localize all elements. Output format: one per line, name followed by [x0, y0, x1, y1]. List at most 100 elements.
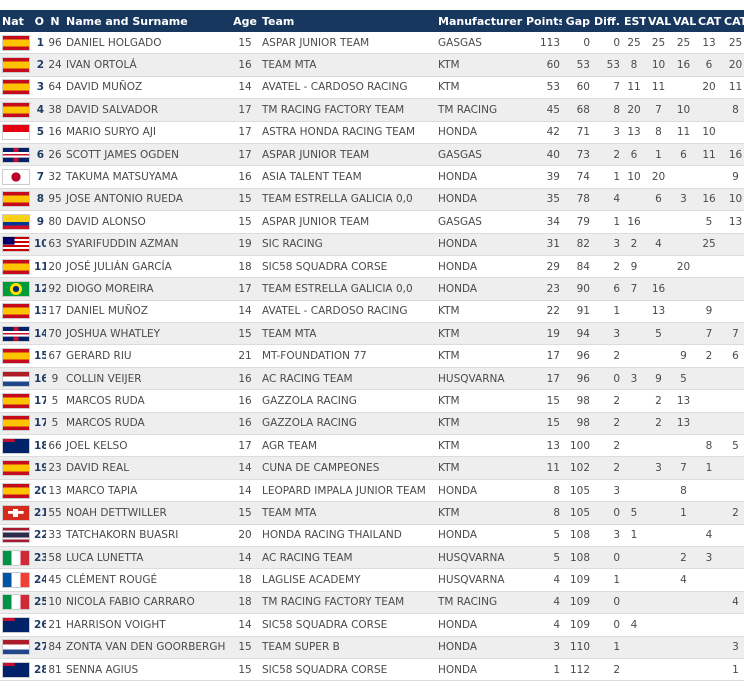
cell: KTM	[436, 389, 524, 413]
column-header: Nat	[0, 10, 32, 32]
cell	[671, 434, 696, 458]
cell: 16	[646, 277, 671, 301]
cell: 0	[592, 32, 622, 55]
cell: 2	[646, 412, 671, 436]
flag	[2, 258, 30, 275]
cell	[646, 636, 671, 659]
cell	[622, 322, 646, 346]
cell: 16	[722, 143, 744, 167]
cell: HONDA	[436, 165, 524, 189]
cell	[671, 658, 696, 682]
cell: 91	[562, 300, 592, 324]
cell: 3	[646, 456, 671, 480]
cell: HONDA	[436, 613, 524, 637]
column-header: Name and Surname	[64, 10, 230, 32]
cell: GAZZOLA RACING	[260, 412, 436, 436]
cell: 6	[722, 344, 744, 368]
cell: NICOLA FABIO CARRARO	[64, 591, 230, 615]
cell: 3	[592, 322, 622, 346]
cell: 109	[562, 568, 592, 592]
cell	[696, 412, 722, 436]
cell: 5	[696, 210, 722, 234]
cell: 3	[592, 479, 622, 503]
flag	[2, 437, 30, 454]
flag-cell	[0, 636, 32, 659]
cell: 4	[524, 568, 562, 592]
cell: 19	[230, 233, 260, 256]
cell: MARCO TAPIA	[64, 479, 230, 503]
cell: 14	[230, 546, 260, 570]
cell: 3	[32, 76, 46, 100]
flag	[2, 504, 30, 521]
column-header: Manufacturer	[436, 10, 524, 32]
cell	[622, 479, 646, 503]
cell: JOEL KELSO	[64, 434, 230, 458]
cell: HONDA	[436, 636, 524, 659]
cell: 1	[524, 658, 562, 682]
cell: 16	[230, 389, 260, 413]
cell: 80	[46, 210, 64, 234]
cell: 11	[671, 121, 696, 144]
cell: 70	[46, 322, 64, 346]
cell: KTM	[436, 456, 524, 480]
cell: 2	[592, 389, 622, 413]
cell: 11	[696, 143, 722, 167]
cell: 35	[524, 188, 562, 212]
cell	[671, 233, 696, 256]
cell: 94	[562, 322, 592, 346]
cell: AVATEL - CARDOSO RACING	[260, 76, 436, 100]
cell	[722, 121, 744, 144]
cell: 21	[46, 613, 64, 637]
cell: 108	[562, 524, 592, 547]
cell: 18	[230, 255, 260, 279]
cell: 17	[230, 98, 260, 122]
cell	[722, 255, 744, 279]
column-header: Age	[230, 10, 260, 32]
cell: 8	[524, 479, 562, 503]
cell: 3	[671, 188, 696, 212]
cell: 5	[622, 501, 646, 525]
cell	[646, 524, 671, 547]
flag	[2, 527, 30, 544]
cell: 21	[230, 344, 260, 368]
cell: 16	[622, 210, 646, 234]
cell	[646, 255, 671, 279]
cell	[696, 367, 722, 391]
flag	[2, 594, 30, 611]
cell: 6	[32, 143, 46, 167]
cell: 0	[592, 591, 622, 615]
cell: 11	[32, 255, 46, 279]
cell: 2	[696, 344, 722, 368]
cell	[671, 636, 696, 659]
cell: KTM	[436, 53, 524, 77]
flag-cell	[0, 98, 32, 122]
cell: HONDA	[436, 233, 524, 256]
flag	[2, 639, 30, 656]
cell	[722, 233, 744, 256]
cell: 5	[646, 322, 671, 346]
cell: 3	[592, 121, 622, 144]
cell: 3	[622, 367, 646, 391]
cell: DANIEL HOLGADO	[64, 32, 230, 55]
cell: 20	[671, 255, 696, 279]
rider-row: 7 32 TAKUMA MATSUYAMA 16 ASIA TALENT TEAM HON…	[0, 165, 744, 189]
cell: 63	[46, 233, 64, 256]
column-header: Team	[260, 10, 436, 32]
cell: 96	[46, 32, 64, 55]
cell	[696, 98, 722, 122]
cell: SYARIFUDDIN AZMAN	[64, 233, 230, 256]
cell: ASPAR JUNIOR TEAM	[260, 210, 436, 234]
cell: 16	[46, 121, 64, 144]
flag-cell	[0, 568, 32, 592]
cell: 31	[524, 233, 562, 256]
cell: TAKUMA MATSUYAMA	[64, 165, 230, 189]
cell	[646, 546, 671, 570]
flag-cell	[0, 300, 32, 324]
cell: 9	[32, 210, 46, 234]
